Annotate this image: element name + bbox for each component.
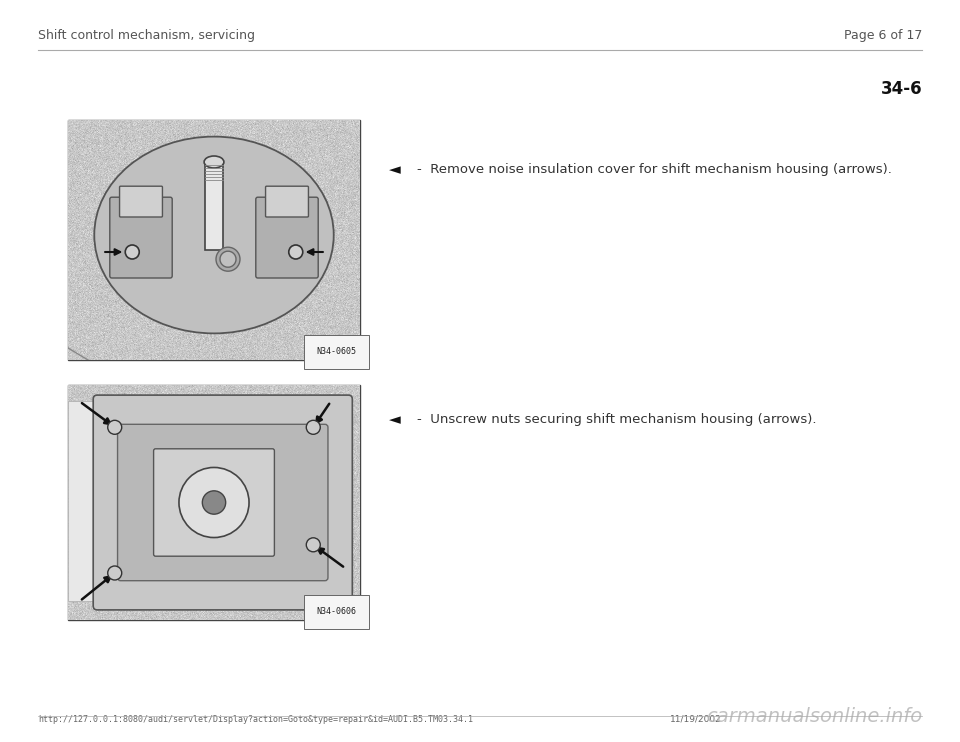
Circle shape: [289, 245, 302, 259]
Bar: [68, 385, 360, 620]
FancyBboxPatch shape: [93, 395, 352, 610]
Circle shape: [108, 566, 122, 580]
Text: Shift control mechanism, servicing: Shift control mechanism, servicing: [38, 29, 255, 42]
Text: http://127.0.0.1:8080/audi/servlet/Display?action=Goto&type=repair&id=AUDI.B5.TM: http://127.0.0.1:8080/audi/servlet/Displ…: [38, 715, 473, 724]
Text: -  Remove noise insulation cover for shift mechanism housing (arrows).: - Remove noise insulation cover for shif…: [417, 163, 892, 177]
FancyBboxPatch shape: [120, 186, 162, 217]
FancyBboxPatch shape: [255, 197, 318, 278]
Text: carmanualsonline.info: carmanualsonline.info: [706, 707, 922, 726]
Wedge shape: [216, 247, 240, 271]
Bar: [205, 165, 223, 250]
Circle shape: [179, 467, 249, 537]
Ellipse shape: [204, 156, 224, 168]
Text: 34-6: 34-6: [880, 80, 922, 98]
Text: ◄: ◄: [389, 413, 401, 427]
Text: 11/19/2002: 11/19/2002: [670, 715, 722, 724]
Text: Page 6 of 17: Page 6 of 17: [844, 29, 922, 42]
Text: N34-0605: N34-0605: [316, 347, 356, 356]
Text: N34-0606: N34-0606: [316, 607, 356, 616]
FancyBboxPatch shape: [117, 424, 328, 581]
Text: ◄: ◄: [389, 162, 401, 177]
Circle shape: [203, 490, 226, 514]
Bar: [68, 401, 97, 601]
Circle shape: [125, 245, 139, 259]
Text: -  Unscrew nuts securing shift mechanism housing (arrows).: - Unscrew nuts securing shift mechanism …: [417, 413, 817, 427]
Circle shape: [306, 538, 321, 552]
Ellipse shape: [94, 137, 334, 333]
FancyBboxPatch shape: [266, 186, 308, 217]
Circle shape: [108, 420, 122, 434]
Bar: [68, 120, 360, 360]
FancyBboxPatch shape: [154, 449, 275, 556]
Circle shape: [306, 420, 321, 434]
FancyBboxPatch shape: [109, 197, 172, 278]
